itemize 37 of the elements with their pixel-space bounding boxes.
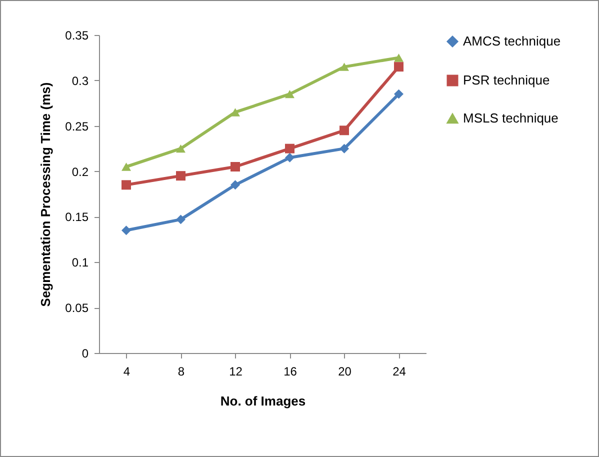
point bbox=[122, 162, 131, 171]
point bbox=[285, 144, 294, 154]
point bbox=[285, 152, 294, 162]
point bbox=[285, 90, 294, 98]
y-tick-label: 0.15 bbox=[65, 210, 89, 224]
y-tick-label: 0.25 bbox=[65, 119, 89, 134]
point bbox=[230, 108, 240, 116]
point bbox=[230, 180, 240, 190]
y-axis-title: Segmentation Processing Time (ms) bbox=[38, 82, 54, 307]
point bbox=[230, 162, 240, 172]
y-tick-label: 0.2 bbox=[72, 164, 89, 179]
point bbox=[340, 144, 349, 154]
point bbox=[176, 144, 186, 153]
x-tick-label: 16 bbox=[284, 364, 298, 378]
y-tick-label: 0.1 bbox=[72, 256, 89, 270]
x-tick-label: 4 bbox=[123, 364, 130, 378]
y-tick-label: 0.35 bbox=[65, 28, 89, 42]
y-tick-label: 0.3 bbox=[72, 74, 89, 88]
legend-label: PSR technique bbox=[463, 72, 550, 88]
point bbox=[340, 62, 349, 71]
x-tick-label: 12 bbox=[229, 364, 243, 378]
x-tick-label: 8 bbox=[178, 364, 185, 378]
point bbox=[394, 54, 404, 62]
point bbox=[122, 226, 131, 236]
x-tick-label: 20 bbox=[338, 364, 352, 378]
point bbox=[176, 214, 186, 224]
y-tick-label: 0 bbox=[82, 346, 89, 360]
legend-label: AMCS technique bbox=[463, 34, 561, 48]
y-tick-label: 0.05 bbox=[65, 301, 89, 316]
point bbox=[340, 126, 349, 136]
point bbox=[394, 89, 404, 99]
point bbox=[394, 62, 404, 72]
x-tick-label: 24 bbox=[392, 364, 406, 378]
legend-label: MSLS technique bbox=[463, 110, 558, 126]
point bbox=[176, 171, 186, 181]
point bbox=[122, 180, 131, 190]
x-axis-title: No. of Images bbox=[220, 394, 306, 408]
